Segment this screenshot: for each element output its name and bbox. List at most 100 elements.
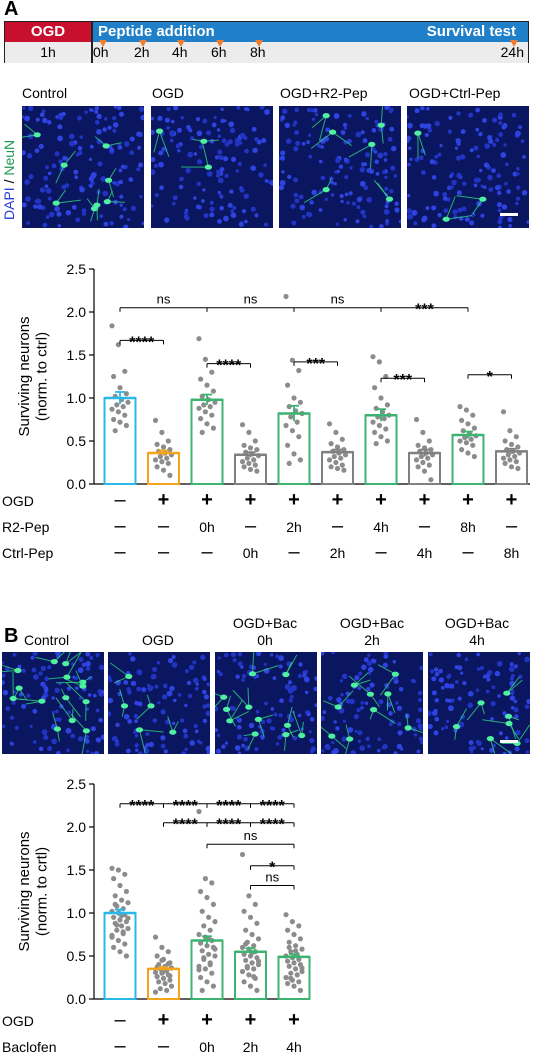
dapi-nucleus — [160, 709, 166, 715]
dapi-nucleus — [196, 181, 201, 186]
dapi-nucleus — [360, 706, 364, 710]
y-tick-label: 0.0 — [67, 476, 87, 492]
data-point — [154, 441, 160, 447]
dapi-nucleus — [414, 108, 420, 114]
dapi-nucleus — [304, 676, 310, 683]
dapi-nucleus — [468, 112, 474, 118]
dapi-nucleus — [513, 699, 518, 704]
dapi-nucleus — [293, 177, 298, 183]
dapi-nucleus — [209, 200, 214, 205]
dapi-nucleus — [62, 155, 67, 161]
data-point — [199, 429, 205, 435]
data-point — [165, 438, 171, 444]
dapi-nucleus — [330, 652, 336, 655]
dapi-nucleus — [193, 152, 198, 156]
neun-neuron — [248, 671, 257, 677]
neuron-process — [408, 727, 423, 734]
dapi-nucleus — [335, 222, 339, 226]
dapi-nucleus — [515, 130, 521, 137]
panel-b-image-label-bac4h: OGD+Bac 4h — [444, 615, 510, 648]
dapi-nucleus — [470, 213, 475, 218]
dapi-nucleus — [137, 701, 143, 707]
dapi-nucleus — [160, 743, 166, 749]
dapi-nucleus — [340, 199, 344, 204]
dapi-nucleus — [56, 750, 61, 754]
neun-neuron — [377, 122, 385, 128]
dapi-nucleus — [202, 689, 207, 695]
dapi-nucleus — [333, 748, 339, 754]
data-point — [196, 931, 202, 938]
dapi-nucleus — [341, 736, 347, 742]
data-point — [210, 425, 216, 431]
dapi-nucleus — [220, 118, 225, 123]
dapi-nucleus — [134, 743, 139, 748]
dapi-nucleus — [184, 703, 188, 708]
dapi-nucleus — [469, 148, 474, 153]
panel-b-image-label-bac2h: OGD+Bac 2h — [339, 615, 405, 648]
condition-symbol: 0h — [243, 545, 259, 561]
dapi-nucleus — [407, 115, 409, 119]
dapi-nucleus — [298, 662, 303, 667]
dapi-nucleus — [270, 653, 274, 657]
dapi-nucleus — [318, 208, 323, 212]
dapi-nucleus — [384, 175, 388, 179]
data-point — [294, 972, 300, 978]
significance-label: *** — [306, 356, 325, 373]
data-point — [470, 442, 476, 448]
dapi-nucleus — [306, 712, 311, 717]
dapi-nucleus — [500, 152, 507, 158]
dapi-nucleus — [354, 729, 358, 733]
data-point — [109, 323, 115, 329]
dapi-nucleus — [166, 690, 173, 697]
dapi-nucleus — [24, 179, 30, 185]
dapi-nucleus — [112, 181, 116, 185]
dapi-nucleus — [418, 707, 423, 712]
data-point — [293, 966, 299, 972]
dapi-nucleus — [501, 204, 508, 210]
dapi-nucleus — [446, 719, 450, 724]
dapi-nucleus — [186, 124, 191, 130]
neun-neuron — [322, 113, 330, 119]
dapi-nucleus — [275, 654, 280, 659]
dapi-nucleus — [37, 204, 43, 210]
dapi-nucleus — [209, 206, 215, 212]
dapi-nucleus — [446, 674, 451, 680]
dapi-nucleus — [45, 165, 49, 170]
dapi-nucleus — [434, 698, 439, 703]
dapi-nucleus — [90, 726, 96, 732]
data-point — [283, 422, 289, 429]
dapi-nucleus — [390, 165, 396, 171]
dapi-nucleus — [433, 708, 438, 713]
data-point — [426, 438, 432, 444]
neuron-process — [445, 196, 456, 220]
dapi-nucleus — [331, 741, 335, 745]
dapi-nucleus — [509, 662, 514, 667]
data-point — [123, 888, 129, 895]
data-point — [243, 927, 249, 933]
dapi-nucleus — [126, 217, 131, 222]
dapi-nucleus — [278, 655, 284, 661]
dapi-nucleus — [440, 685, 445, 690]
dapi-nucleus — [169, 138, 174, 143]
dapi-nucleus — [205, 745, 210, 752]
dapi-nucleus — [185, 167, 191, 174]
data-point — [117, 419, 123, 425]
dapi-nucleus — [221, 744, 226, 749]
dapi-nucleus — [522, 155, 526, 159]
data-point — [167, 977, 173, 983]
dapi-nucleus — [77, 667, 84, 674]
data-point — [125, 925, 131, 932]
dapi-nucleus — [177, 149, 181, 153]
dapi-nucleus — [476, 177, 481, 183]
dapi-nucleus — [325, 127, 331, 133]
neuron-process — [373, 709, 396, 724]
data-point — [283, 974, 289, 981]
dapi-nucleus — [100, 176, 106, 182]
data-point — [241, 442, 247, 448]
data-point — [288, 975, 294, 981]
dapi-nucleus — [255, 709, 260, 714]
dapi-nucleus — [162, 694, 168, 700]
dapi-nucleus — [507, 216, 513, 223]
dapi-nucleus — [230, 652, 237, 658]
dapi-nucleus — [498, 215, 504, 221]
